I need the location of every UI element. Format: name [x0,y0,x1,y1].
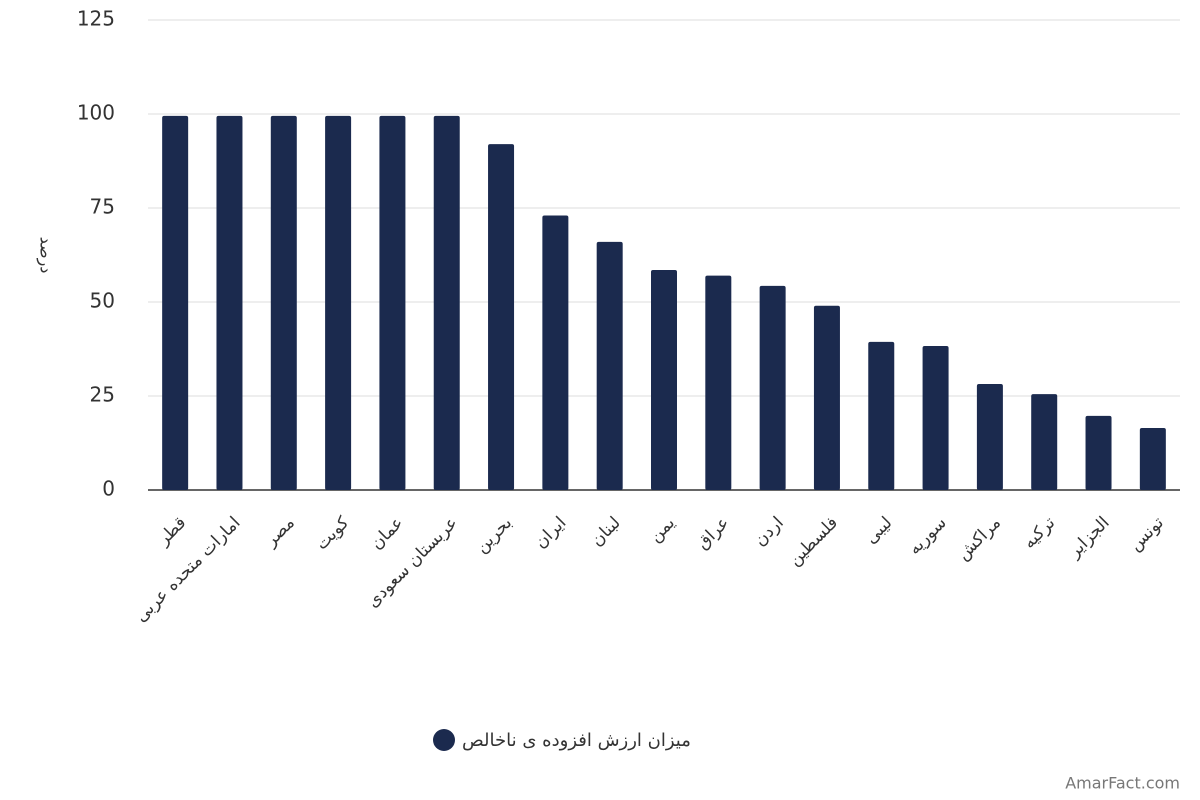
bar [433,115,460,490]
bar [216,115,243,490]
bar [705,275,732,490]
bar [976,383,1003,490]
x-tick-label: کویت [312,512,354,554]
x-tick-label: الجزایر [1064,513,1114,563]
x-tick-label: لیبی [861,513,896,548]
x-tick-label: ترکیه [1019,513,1059,553]
bar [868,341,895,490]
bar [488,144,515,490]
y-tick-label: 75 [90,195,115,219]
bar [379,115,406,490]
bar [922,345,949,490]
x-tick-label: عمان [367,513,408,554]
x-tick-label: قطر [153,513,190,550]
x-tick-label: اردن [750,513,787,550]
bar [1031,394,1058,490]
y-tick-label: 100 [77,101,115,125]
x-tick-label: فلسطین [785,513,842,570]
x-tick-label: مراکش [953,513,1005,565]
x-tick-label: عراق [693,513,734,554]
y-axis-label: درصد [36,237,56,274]
bar [325,115,352,490]
bar [651,270,677,490]
bar [162,115,189,490]
bar [542,215,569,490]
y-tick-label: 125 [77,7,115,31]
watermark: AmarFact.com [1065,774,1180,793]
legend-marker [433,729,455,751]
bar [596,241,623,490]
bar [813,305,840,490]
x-tick-label: سوریه [905,513,951,559]
x-tick-label: ایران [531,513,571,553]
y-tick-label: 50 [90,289,115,313]
x-tick-label: لبنان [587,513,625,551]
bar [759,285,786,490]
x-tick-label: امارات متحده عربی [131,513,244,626]
bar [1139,427,1166,490]
x-tick-label: بحرین [472,513,516,557]
x-tick-label: تونس [1126,513,1169,556]
bar [270,115,297,490]
bar [1085,415,1112,490]
y-tick-label: 0 [102,477,115,501]
y-tick-label: 25 [90,383,115,407]
legend-label: میزان ارزش افزوده ی ناخالص [462,730,691,751]
x-tick-label: یمن [645,513,679,547]
x-tick-label: مصر [261,513,299,551]
